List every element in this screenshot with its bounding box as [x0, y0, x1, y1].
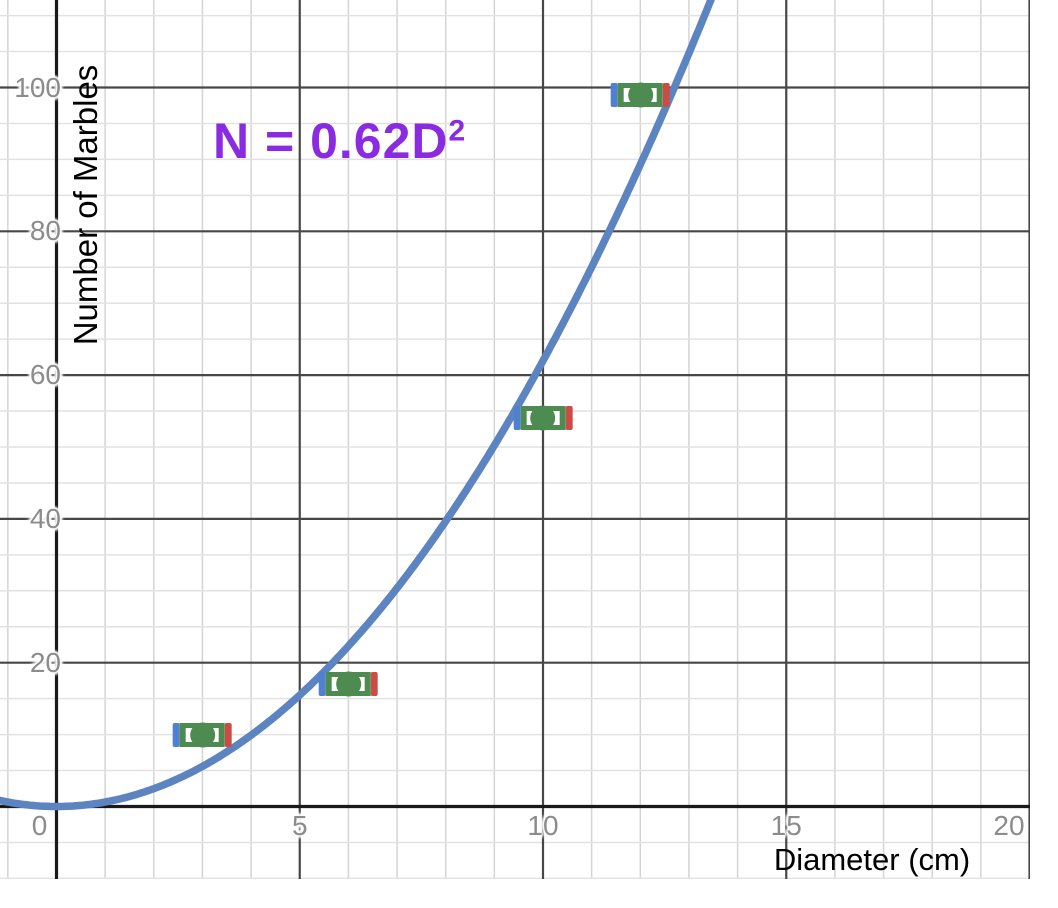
data-point-dot[interactable] [335, 671, 361, 697]
error-bar-left-cap [610, 82, 618, 107]
data-point-marker[interactable] [513, 405, 573, 431]
error-bar-body [617, 82, 663, 108]
y-axis-title: Number of Marbles [67, 64, 104, 346]
x-tick-label: 15 [770, 809, 802, 841]
fit-equation-label: N = 0.62D2 [213, 112, 466, 170]
y-tick-label: 100 [14, 71, 61, 103]
data-point-marker[interactable] [610, 82, 670, 108]
data-point-dot[interactable] [189, 722, 215, 748]
grid-svg [0, 0, 1030, 879]
error-bar-right-cap [662, 82, 670, 107]
y-tick-label: 20 [29, 646, 61, 678]
y-tick-label: 40 [29, 502, 61, 534]
error-bar-left-cap [173, 722, 181, 747]
data-point-dot[interactable] [530, 405, 556, 431]
fit-curve [0, 0, 715, 811]
error-bar-body [520, 405, 566, 431]
error-bar-right-cap [565, 406, 573, 431]
fit-equation-base: N = 0.62D [213, 113, 449, 169]
error-bar-body [326, 671, 371, 697]
fit-equation-exponent: 2 [448, 114, 467, 148]
data-point-marker[interactable] [173, 722, 232, 748]
error-bar-right-cap [370, 672, 378, 697]
error-bar-right-cap [224, 722, 232, 747]
x-axis-title: Diameter (cm) [773, 842, 971, 877]
error-bar-body [180, 722, 225, 748]
x-tick-label: 0 [31, 809, 48, 841]
y-tick-label: 60 [29, 359, 61, 391]
x-tick-label: 5 [291, 809, 308, 841]
error-bar-left-cap [319, 672, 327, 697]
data-point-dot[interactable] [627, 82, 653, 108]
x-tick-label: 20 [993, 809, 1025, 841]
y-tick-label: 80 [29, 215, 61, 247]
x-tick-label: 10 [527, 809, 559, 841]
error-bar-left-cap [513, 406, 521, 431]
data-point-marker[interactable] [319, 671, 378, 697]
